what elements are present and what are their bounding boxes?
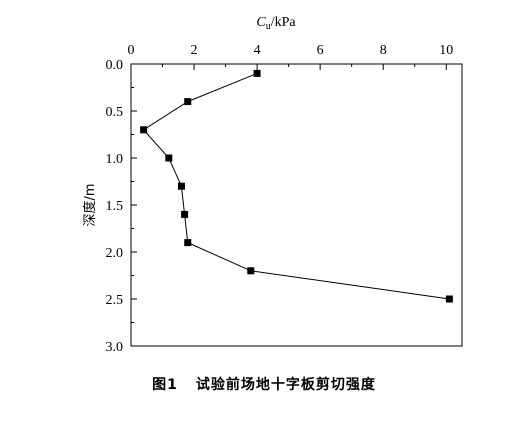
figure-number: 图1 [152, 377, 178, 393]
x-tick-label: 2 [191, 43, 198, 58]
y-tick-label: 1.0 [106, 152, 124, 167]
data-point [253, 69, 261, 77]
data-point [177, 182, 185, 190]
x-tick-label: 8 [380, 43, 387, 58]
x-axis-title: Cu/kPa [256, 15, 296, 32]
x-tick-label: 0 [128, 43, 135, 58]
series-line [142, 72, 450, 300]
series-markers [140, 69, 453, 303]
y-tick-label: 0.5 [106, 105, 124, 120]
y-axis: 0.0 0.5 1.0 1.5 2.0 2.5 3.0 [106, 58, 137, 355]
data-line [142, 72, 450, 300]
data-point [184, 239, 192, 247]
y-tick-label: 2.5 [106, 293, 124, 308]
x-tick-label: 10 [439, 43, 453, 58]
data-point [140, 126, 148, 134]
data-point [247, 267, 255, 275]
x-axis: 0 2 4 6 8 10 [128, 43, 453, 70]
data-point [181, 210, 189, 218]
data-point [184, 98, 192, 106]
y-axis-title: 深度/m [82, 183, 98, 226]
y-tick-label: 1.5 [106, 199, 124, 214]
x-tick-label: 4 [254, 43, 261, 58]
data-point [165, 154, 173, 162]
y-tick-label: 0.0 [106, 58, 124, 73]
figure-title: 试验前场地十字板剪切强度 [195, 377, 376, 393]
figure-caption: 图1 试验前场地十字板剪切强度 [0, 374, 528, 394]
data-point [445, 295, 453, 303]
y-tick-label: 2.0 [106, 246, 124, 261]
y-tick-label: 3.0 [106, 340, 124, 355]
x-tick-label: 6 [317, 43, 324, 58]
